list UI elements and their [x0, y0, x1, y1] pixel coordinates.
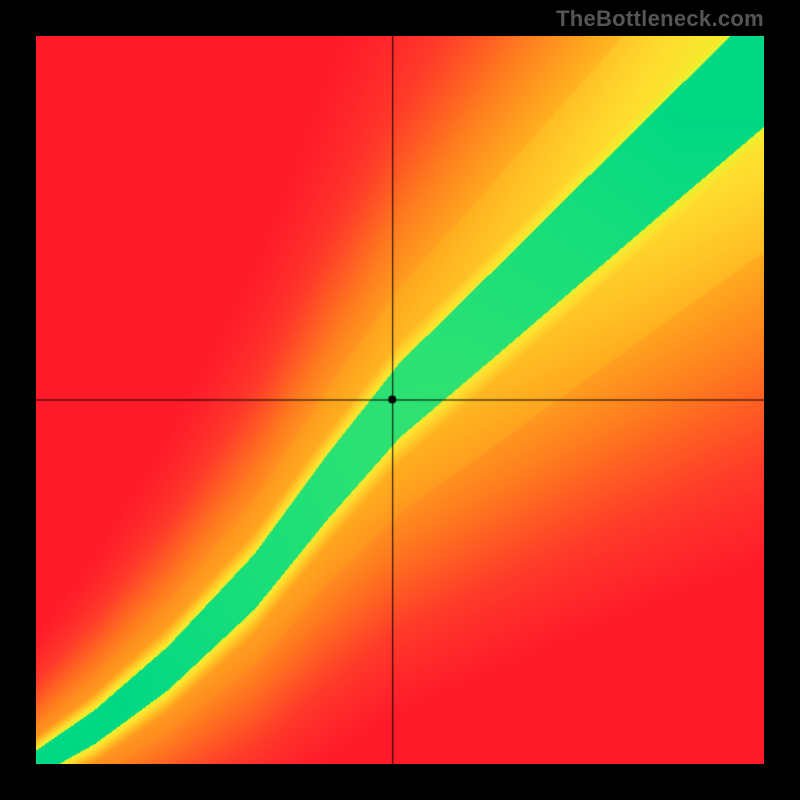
watermark-text: TheBottleneck.com	[556, 6, 764, 32]
chart-frame: TheBottleneck.com	[0, 0, 800, 800]
plot-area	[36, 36, 764, 764]
heatmap-canvas	[36, 36, 764, 764]
